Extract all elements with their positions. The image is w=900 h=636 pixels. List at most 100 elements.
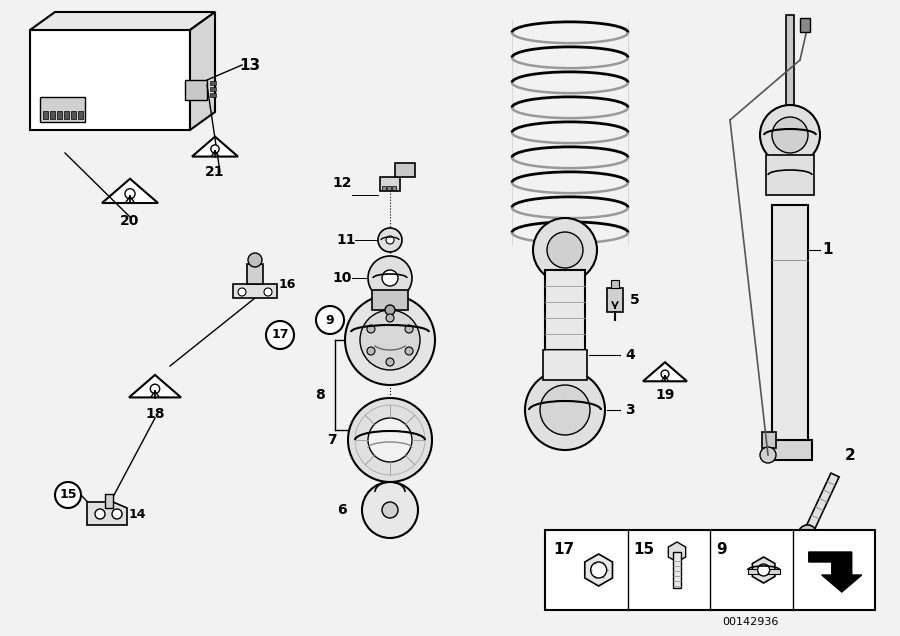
- Bar: [392, 186, 396, 190]
- Bar: [43, 111, 48, 119]
- Text: 00142936: 00142936: [722, 617, 778, 627]
- Polygon shape: [669, 542, 686, 562]
- Bar: [380, 177, 400, 191]
- Circle shape: [316, 306, 344, 334]
- Bar: [607, 288, 623, 312]
- Text: 5: 5: [630, 293, 640, 307]
- Bar: [762, 432, 776, 448]
- Circle shape: [211, 145, 219, 153]
- Polygon shape: [30, 12, 215, 30]
- Bar: [40, 97, 85, 122]
- Text: 6: 6: [338, 503, 346, 517]
- Circle shape: [758, 564, 770, 576]
- Text: 15: 15: [634, 543, 654, 558]
- Text: 20: 20: [121, 214, 140, 228]
- Bar: [210, 93, 216, 97]
- Circle shape: [55, 482, 81, 508]
- Polygon shape: [643, 363, 687, 382]
- Polygon shape: [190, 12, 215, 130]
- Circle shape: [525, 370, 605, 450]
- Polygon shape: [585, 554, 613, 586]
- Circle shape: [367, 325, 375, 333]
- Bar: [545, 530, 875, 610]
- Text: 9: 9: [716, 543, 726, 558]
- Bar: [57, 111, 62, 119]
- Text: 19: 19: [655, 389, 675, 403]
- Text: 2: 2: [844, 448, 855, 462]
- Polygon shape: [87, 502, 127, 525]
- Bar: [543, 350, 587, 380]
- Circle shape: [661, 370, 669, 378]
- Text: 9: 9: [326, 314, 334, 326]
- Circle shape: [382, 502, 398, 518]
- Circle shape: [385, 305, 395, 315]
- Text: 17: 17: [553, 543, 574, 558]
- Circle shape: [125, 189, 135, 199]
- Polygon shape: [752, 557, 775, 583]
- Text: 10: 10: [332, 271, 352, 285]
- Text: 8: 8: [315, 388, 325, 402]
- Circle shape: [345, 295, 435, 385]
- Polygon shape: [809, 552, 862, 592]
- Polygon shape: [455, 5, 500, 590]
- Bar: [105, 494, 113, 508]
- Bar: [382, 186, 386, 190]
- Polygon shape: [233, 284, 277, 298]
- Bar: [387, 186, 391, 190]
- Circle shape: [264, 288, 272, 296]
- Bar: [395, 163, 415, 177]
- Polygon shape: [804, 473, 839, 536]
- Bar: [64, 111, 69, 119]
- Bar: [611, 280, 619, 288]
- Circle shape: [540, 385, 590, 435]
- Bar: [372, 290, 408, 310]
- Polygon shape: [30, 30, 190, 130]
- Bar: [748, 569, 779, 574]
- Circle shape: [386, 358, 394, 366]
- Circle shape: [760, 447, 776, 463]
- Text: 21: 21: [205, 165, 225, 179]
- Bar: [768, 440, 812, 460]
- Circle shape: [362, 482, 418, 538]
- Bar: [786, 15, 794, 130]
- Circle shape: [378, 228, 402, 252]
- Circle shape: [386, 236, 394, 244]
- Bar: [766, 155, 814, 195]
- Circle shape: [95, 509, 105, 519]
- Bar: [50, 111, 55, 119]
- Polygon shape: [102, 179, 158, 203]
- Bar: [545, 270, 585, 350]
- Circle shape: [368, 418, 412, 462]
- Bar: [185, 80, 207, 100]
- Text: 16: 16: [278, 279, 296, 291]
- Bar: [71, 111, 76, 119]
- Text: 11: 11: [337, 233, 356, 247]
- Circle shape: [367, 347, 375, 355]
- Text: 17: 17: [271, 329, 289, 342]
- Circle shape: [547, 232, 583, 268]
- Circle shape: [112, 509, 122, 519]
- Text: 15: 15: [59, 488, 76, 502]
- Polygon shape: [192, 137, 238, 156]
- Text: 7: 7: [328, 433, 337, 447]
- Circle shape: [382, 270, 398, 286]
- Circle shape: [368, 256, 412, 300]
- Text: 13: 13: [239, 57, 261, 73]
- Text: 18: 18: [145, 407, 165, 421]
- Text: 12: 12: [332, 176, 352, 190]
- Circle shape: [238, 288, 246, 296]
- Circle shape: [248, 253, 262, 267]
- Bar: [78, 111, 83, 119]
- Circle shape: [798, 525, 816, 543]
- Text: 1: 1: [823, 242, 833, 258]
- Circle shape: [150, 384, 159, 394]
- Text: 3: 3: [626, 403, 634, 417]
- Polygon shape: [129, 375, 181, 398]
- Circle shape: [348, 398, 432, 482]
- Bar: [673, 552, 681, 588]
- Circle shape: [266, 321, 294, 349]
- Circle shape: [533, 218, 597, 282]
- Text: 4: 4: [626, 348, 634, 362]
- Circle shape: [590, 562, 607, 578]
- Circle shape: [760, 105, 820, 165]
